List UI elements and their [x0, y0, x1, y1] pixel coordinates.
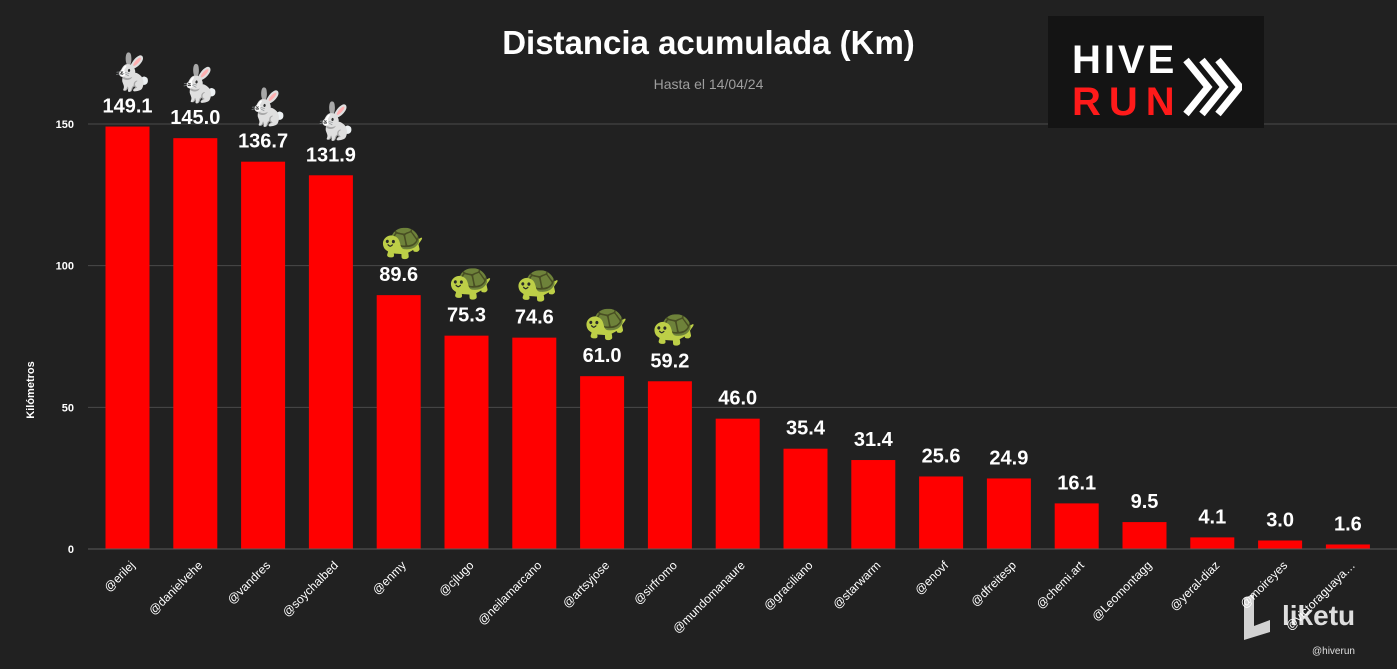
hiverun-handle: @hiverun: [1312, 646, 1355, 657]
rabbit-icon: 🐇: [177, 63, 222, 105]
x-tick-label: @cjlugo: [436, 558, 477, 599]
turtle-icon: 🐢: [448, 262, 493, 303]
data-label: 24.9: [989, 447, 1028, 469]
x-tick-label: @erilej: [101, 558, 137, 594]
turtle-icon: 🐢: [584, 302, 629, 343]
data-label: 35.4: [786, 418, 826, 440]
x-tick-label: @starwarm: [830, 558, 883, 611]
bar: [376, 295, 421, 549]
x-tick-label: @danielvehe: [146, 558, 206, 618]
chart-subtitle: Hasta el 14/04/24: [653, 76, 764, 92]
data-label: 89.6: [379, 264, 418, 286]
y-tick-label: 50: [62, 402, 74, 414]
x-tick-label: @artsyjose: [560, 558, 613, 611]
chevrons-icon: [1183, 57, 1242, 117]
bar: [783, 448, 828, 549]
data-label: 9.5: [1131, 491, 1159, 513]
hive-run-logo: HIVE RUN: [1048, 16, 1264, 128]
data-label: 31.4: [854, 429, 894, 451]
data-label: 46.0: [718, 388, 757, 410]
rabbit-icon: 🐇: [312, 100, 357, 142]
x-tick-label: @graciliano: [761, 558, 816, 613]
data-label: 75.3: [447, 305, 486, 327]
bar: [512, 337, 557, 549]
data-label: 1.6: [1334, 513, 1362, 535]
data-label: 59.2: [650, 350, 689, 372]
liketu-watermark-text: liketu: [1282, 600, 1356, 631]
x-tick-label: @mundomanaure: [670, 558, 748, 636]
data-label: 131.9: [306, 144, 356, 166]
bar: [919, 476, 964, 549]
turtle-icon: 🐢: [651, 307, 696, 348]
y-axis-label: Kilómetros: [25, 361, 37, 418]
x-tick-label: @yeral-diaz: [1167, 558, 1222, 613]
bar: [1190, 537, 1235, 549]
data-label: 25.6: [922, 445, 961, 467]
bar: [1054, 503, 1099, 549]
logo-line-hive: HIVE: [1072, 38, 1178, 82]
bar: [444, 335, 489, 549]
bar: [986, 478, 1031, 549]
data-label: 61.0: [583, 345, 622, 367]
data-label: 149.1: [102, 96, 152, 118]
x-tick-label: @dfreitesp: [968, 558, 1019, 609]
bar: [1122, 522, 1167, 549]
data-label: 3.0: [1266, 510, 1294, 532]
bar: [308, 175, 353, 550]
data-label: 136.7: [238, 131, 288, 153]
turtle-icon: 🐢: [380, 221, 425, 262]
liketu-watermark: liketu: [1236, 592, 1376, 642]
x-tick-label: @vandres: [225, 558, 274, 607]
bar: [715, 418, 760, 549]
y-tick-label: 0: [68, 544, 74, 556]
bar: [1325, 544, 1370, 549]
turtle-icon: 🐢: [516, 264, 561, 305]
x-tick-label: @chemi.art: [1033, 558, 1087, 612]
bar: [105, 126, 150, 550]
bar: [851, 460, 896, 549]
data-label: 4.1: [1198, 506, 1226, 528]
data-label: 74.6: [515, 307, 554, 329]
logo-line-run: RUN: [1072, 80, 1183, 124]
bar: [241, 161, 286, 549]
x-tick-label: @neilamarcano: [475, 558, 545, 628]
x-tick-label: @enovf: [912, 558, 952, 598]
chart-title: Distancia acumulada (Km): [502, 24, 915, 61]
y-tick-label: 150: [56, 119, 74, 131]
liketu-logo-icon: [1244, 594, 1270, 640]
x-tick-label: @soychalbed: [280, 558, 341, 619]
data-label: 16.1: [1057, 472, 1096, 494]
y-tick-label: 100: [56, 261, 74, 273]
rabbit-icon: 🐇: [245, 87, 290, 129]
data-label: 145.0: [170, 107, 220, 129]
x-tick-label: @enmy: [370, 558, 409, 597]
x-tick-label: @Leomontagg: [1089, 558, 1155, 624]
bar: [580, 376, 625, 549]
x-tick-label: @sirfromo: [631, 558, 680, 607]
bar: [647, 381, 692, 549]
bar: [1258, 540, 1303, 549]
bar: [173, 138, 218, 549]
rabbit-icon: 🐇: [109, 52, 154, 94]
